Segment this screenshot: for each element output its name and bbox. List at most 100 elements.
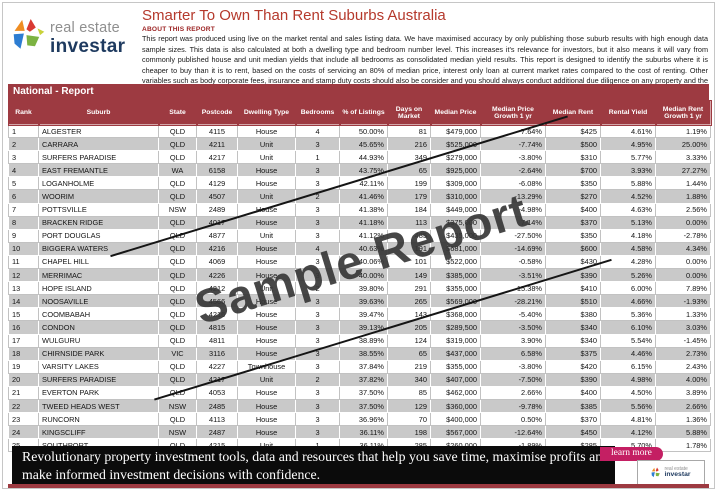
table-row: 4 EAST FREMANTLE WA 6158 House 3 43.75% 65 $925,…	[8, 163, 711, 178]
cell--of-listings: 37.82%	[339, 372, 388, 387]
cell-median-price: $479,000	[430, 123, 481, 139]
cell-state: NSW	[158, 202, 197, 217]
column-header: Median Price Growth 1 yr	[479, 99, 547, 126]
cell-median-price: $569,000	[430, 294, 481, 309]
cell-bedrooms: 3	[295, 215, 340, 230]
cell-dwelling-type: House	[237, 241, 296, 256]
cell-suburb: PORT DOUGLAS	[38, 228, 159, 243]
report-title: Smarter To Own Than Rent Suburbs Austral…	[142, 7, 446, 24]
cell-median-rent: $410	[545, 281, 601, 296]
cell--of-listings: 44.93%	[339, 150, 388, 165]
cell-bedrooms: 3	[295, 254, 340, 270]
cell-state: QLD	[158, 372, 197, 387]
cell-dwelling-type: House	[237, 385, 296, 400]
cell-median-price: $355,000	[430, 281, 481, 296]
cell--of-listings: 37.50%	[339, 385, 388, 400]
table-header: Rank Suburb State Postcode Dwelling Type Bedr…	[7, 99, 712, 126]
cell-median-price: $385,000	[430, 268, 481, 283]
cell-median-rent: $400	[545, 385, 601, 400]
footer-logo-line2: investar	[664, 470, 691, 478]
cell-postcode: 4811	[196, 333, 238, 348]
cell-median-price-growth-1-yr: -14.69%	[480, 241, 546, 256]
cell-rental-yield: 6.15%	[600, 359, 656, 374]
cell-median-price-growth-1-yr: -27.50%	[480, 228, 546, 243]
table-row: 21 EVERTON PARK QLD 4053 House 3 37.50% 85 $462,…	[8, 385, 711, 400]
cell-rank: 17	[8, 333, 39, 348]
cell-days-on-market: 65	[387, 346, 431, 361]
cell-bedrooms: 3	[295, 425, 340, 440]
cell-suburb: COOMBABAH	[38, 307, 159, 322]
cell-rental-yield: 5.26%	[600, 268, 656, 283]
cell-rank: 13	[8, 281, 39, 296]
cell-suburb: BIGGERA WATERS	[38, 241, 159, 256]
cell--of-listings: 39.13%	[339, 320, 388, 335]
cell-postcode: 4115	[196, 123, 238, 139]
learn-more-button[interactable]: learn more	[600, 447, 663, 461]
cell-median-price: $375,000	[430, 215, 481, 230]
cell-median-price: $525,000	[430, 137, 481, 152]
cell-state: QLD	[158, 307, 197, 322]
cell-days-on-market: 143	[387, 307, 431, 322]
cell-postcode: 4212	[196, 281, 238, 296]
cell-state: QLD	[158, 412, 197, 427]
cell-postcode: 4227	[196, 359, 238, 374]
table-row: 22 TWEED HEADS WEST NSW 2485 House 3 37.50% 129…	[8, 398, 711, 414]
cell-days-on-market: 179	[387, 189, 431, 204]
cell-days-on-market: 199	[387, 176, 431, 191]
cell-median-rent-growth-1-yr: 0.00%	[655, 215, 711, 230]
table-row: 19 VARSITY LAKES QLD 4227 Townhouse 3 37.84% 21…	[8, 359, 711, 374]
cell--of-listings: 36.11%	[339, 425, 388, 440]
cell-dwelling-type: House	[237, 215, 296, 230]
cell--of-listings: 40.63%	[339, 241, 388, 256]
cell-dwelling-type: House	[237, 294, 296, 309]
cell-median-rent-growth-1-yr: 1.78%	[655, 438, 711, 453]
cell--of-listings: 36.96%	[339, 412, 388, 427]
cell-median-rent-growth-1-yr: 2.66%	[655, 398, 711, 414]
cell-rental-yield: 5.36%	[600, 307, 656, 322]
cell-rank: 9	[8, 228, 39, 243]
cell-median-rent: $340	[545, 320, 601, 335]
cell-state: QLD	[158, 281, 197, 296]
cell-suburb: TWEED HEADS WEST	[38, 398, 159, 414]
cell--of-listings: 43.75%	[339, 163, 388, 178]
cell-rental-yield: 5.77%	[600, 150, 656, 165]
cell-bedrooms: 3	[295, 294, 340, 309]
cell-median-rent-growth-1-yr: 1.19%	[655, 123, 711, 139]
table-row: 23 RUNCORN QLD 4113 House 3 36.96% 70 $400,000 0.…	[8, 412, 711, 427]
footer-logo-line1: real estate	[664, 465, 688, 472]
table-row: 3 SURFERS PARADISE QLD 4217 Unit 1 44.93% 349 $2…	[8, 150, 711, 165]
cell-state: QLD	[158, 359, 197, 374]
cell-days-on-market: 65	[387, 163, 431, 178]
cell--of-listings: 41.12%	[339, 228, 388, 243]
cell-suburb: ALGESTER	[38, 123, 159, 139]
cell-median-price-growth-1-yr: -4.98%	[480, 202, 546, 217]
cell-dwelling-type: Unit	[237, 137, 296, 152]
column-header: State	[157, 99, 198, 126]
cell-rank: 3	[8, 150, 39, 165]
column-header: Postcode	[195, 99, 239, 126]
cell-median-rent-growth-1-yr: 2.73%	[655, 346, 711, 361]
footer-right: learn more real estate investar	[600, 446, 707, 485]
cell-median-price-growth-1-yr: 0.50%	[480, 412, 546, 427]
table-row: 12 MERRIMAC QLD 4226 House 3 40.00% 149 $385,000…	[8, 268, 711, 283]
cell-dwelling-type: House	[237, 123, 296, 139]
cell-median-price: $310,000	[430, 189, 481, 204]
cell-dwelling-type: House	[237, 346, 296, 361]
cell-dwelling-type: Unit	[237, 189, 296, 204]
cell-suburb: CHIRNSIDE PARK	[38, 346, 159, 361]
cell-state: NSW	[158, 425, 197, 440]
cell-median-price: $309,000	[430, 176, 481, 191]
cell-dwelling-type: Unit	[237, 372, 296, 387]
cell-rank: 7	[8, 202, 39, 217]
cell-median-price-growth-1-yr: -28.21%	[480, 294, 546, 309]
cell-state: WA	[158, 163, 197, 178]
cell-suburb: WULGURU	[38, 333, 159, 348]
cell-median-rent-growth-1-yr: 3.89%	[655, 385, 711, 400]
footer-logo-text: real estate investar	[664, 465, 691, 479]
cell-median-price: $279,000	[430, 150, 481, 165]
cell-median-rent: $700	[545, 163, 601, 178]
cell-median-price: $462,000	[430, 385, 481, 400]
table-header-row: Rank Suburb State Postcode Dwelling Type Bedr…	[7, 99, 712, 126]
cell-median-rent-growth-1-yr: -2.78%	[655, 228, 711, 243]
cell-median-price: $449,000	[430, 202, 481, 217]
